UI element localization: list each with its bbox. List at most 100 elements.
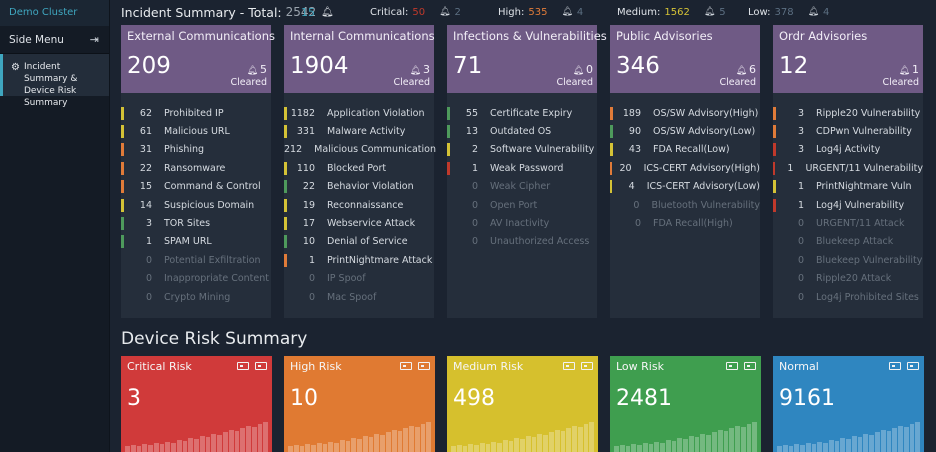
bell-icon[interactable]: 🔔︎ xyxy=(321,6,334,18)
incident-row[interactable]: 20 ICS-CERT Advisory(High) xyxy=(610,159,760,177)
incident-row[interactable]: 55 Certificate Expiry xyxy=(447,104,597,122)
incident-row[interactable]: 1 SPAM URL xyxy=(121,233,271,251)
incident-row[interactable]: 1 URGENT/11 Vulnerability xyxy=(773,159,923,177)
incident-row[interactable]: 10 Denial of Service xyxy=(284,233,434,251)
trend-bar xyxy=(694,437,700,452)
incident-row[interactable]: 17 Webservice Attack xyxy=(284,214,434,232)
cleared-indicator[interactable]: 🔔︎ 3 Cleared xyxy=(393,64,430,88)
risk-card[interactable]: Normal 9161 xyxy=(773,356,924,452)
device-icon[interactable] xyxy=(581,362,593,370)
card-header[interactable]: Public Advisories 346 🔔︎ 6 Cleared xyxy=(610,25,760,93)
device-icon[interactable] xyxy=(563,362,575,370)
incident-row[interactable]: 0 Ripple20 Attack xyxy=(773,270,923,288)
incident-row[interactable]: 0 Weak Cipher xyxy=(447,178,597,196)
severity-critical[interactable]: Critical: 50 🔔︎ 2 xyxy=(370,6,461,18)
severity-high[interactable]: High: 535 🔔︎ 4 xyxy=(498,6,584,18)
incident-row[interactable]: 1 PrintNightmare Vuln xyxy=(773,178,923,196)
incident-row[interactable]: 0 Mac Spoof xyxy=(284,288,434,306)
incident-category-card[interactable]: Infections & Vulnerabilities 71 🔔︎ 0 Cleared… xyxy=(447,25,607,318)
trend-bar xyxy=(194,439,199,452)
device-icon[interactable] xyxy=(726,362,738,370)
incident-row[interactable]: 0 Bluetooth Vulnerability xyxy=(610,196,760,214)
incident-row[interactable]: 0 AV Inactivity xyxy=(447,214,597,232)
incident-row[interactable]: 0 IP Spoof xyxy=(284,270,434,288)
trend-bar xyxy=(386,432,391,452)
cluster-name[interactable]: Demo Cluster xyxy=(0,0,109,26)
cleared-indicator[interactable]: 🔔︎ 6 Cleared xyxy=(719,64,756,88)
device-icon[interactable] xyxy=(889,362,901,370)
cleared-indicator[interactable]: 🔔︎ 0 Cleared xyxy=(556,64,593,88)
card-header[interactable]: External Communications 209 🔔︎ 5 Cleared xyxy=(121,25,275,93)
device-icon[interactable] xyxy=(744,362,756,370)
incident-row[interactable]: 62 Prohibited IP xyxy=(121,104,271,122)
trend-bar xyxy=(508,441,514,452)
incident-row[interactable]: 15 Command & Control xyxy=(121,178,271,196)
incident-row[interactable]: 22 Behavior Violation xyxy=(284,178,434,196)
incident-category-card[interactable]: Ordr Advisories 12 🔔︎ 1 Cleared 3 Ripple20 Vul… xyxy=(773,25,923,318)
incident-row[interactable]: 110 Blocked Port xyxy=(284,159,434,177)
severity-low[interactable]: Low: 378 🔔︎ 4 xyxy=(748,6,830,18)
incident-row[interactable]: 3 TOR Sites xyxy=(121,214,271,232)
device-icon[interactable] xyxy=(418,362,430,370)
severity-medium[interactable]: Medium: 1562 🔔︎ 5 xyxy=(617,6,726,18)
incident-row[interactable]: 0 Inappropriate Content xyxy=(121,270,271,288)
risk-card[interactable]: High Risk 10 xyxy=(284,356,435,452)
incident-row[interactable]: 2 Software Vulnerability xyxy=(447,141,597,159)
incident-count: 0 xyxy=(145,291,152,303)
incident-count: 3 xyxy=(797,107,804,119)
sidebar-item-incident-summary[interactable]: ⚙ Incident Summary & Device Risk Summary xyxy=(0,54,109,108)
incident-category-card[interactable]: External Communications 209 🔔︎ 5 Cleared 62 Pr… xyxy=(121,25,275,318)
risk-label: Normal xyxy=(779,360,819,373)
incident-label: Malware Activity xyxy=(327,126,406,138)
risk-card[interactable]: Critical Risk 3 xyxy=(121,356,272,452)
incident-row[interactable]: 331 Malware Activity xyxy=(284,122,434,140)
incident-row[interactable]: 0 Log4j Prohibited Sites xyxy=(773,288,923,306)
sidebar: Demo Cluster Side Menu ⇥ ⚙ Incident Summ… xyxy=(0,0,110,452)
incident-row[interactable]: 0 Potential Exfiltration xyxy=(121,251,271,269)
card-header[interactable]: Ordr Advisories 12 🔔︎ 1 Cleared xyxy=(773,25,923,93)
incident-row[interactable]: 189 OS/SW Advisory(High) xyxy=(610,104,760,122)
incident-category-card[interactable]: Public Advisories 346 🔔︎ 6 Cleared 189 OS/SW A… xyxy=(610,25,760,318)
incident-count: 61 xyxy=(139,126,152,138)
card-header[interactable]: Internal Communications 1904 🔔︎ 3 Cleared xyxy=(284,25,435,93)
incident-row[interactable]: 43 FDA Recall(Low) xyxy=(610,141,760,159)
incident-row[interactable]: 90 OS/SW Advisory(Low) xyxy=(610,122,760,140)
incident-row[interactable]: 0 Bluekeep Attack xyxy=(773,233,923,251)
side-menu-toggle[interactable]: Side Menu ⇥ xyxy=(0,26,109,54)
risk-card[interactable]: Low Risk 2481 xyxy=(610,356,761,452)
incident-row[interactable]: 1 Weak Password xyxy=(447,159,597,177)
device-icon[interactable] xyxy=(400,362,412,370)
device-icon[interactable] xyxy=(907,362,919,370)
incident-row[interactable]: 0 URGENT/11 Attack xyxy=(773,214,923,232)
incident-row[interactable]: 22 Ransomware xyxy=(121,159,271,177)
incident-row[interactable]: 1 Log4j Vulnerability xyxy=(773,196,923,214)
incident-row[interactable]: 212 Malicious Communication xyxy=(284,141,436,159)
device-icon[interactable] xyxy=(255,362,267,370)
incident-row[interactable]: 14 Suspicious Domain xyxy=(121,196,271,214)
incident-row[interactable]: 3 Ripple20 Vulnerability xyxy=(773,104,923,122)
incident-row[interactable]: 61 Malicious URL xyxy=(121,122,271,140)
incident-row[interactable]: 0 Unauthorized Access xyxy=(447,233,597,251)
trend-bar xyxy=(886,431,892,452)
trend-bar xyxy=(165,442,171,452)
risk-card[interactable]: Medium Risk 498 xyxy=(447,356,598,452)
collapse-arrow-icon[interactable]: ⇥ xyxy=(89,33,99,46)
severity-bar xyxy=(284,198,287,212)
incident-row[interactable]: 1 PrintNightmare Attack xyxy=(284,251,434,269)
incident-row[interactable]: 1182 Application Violation xyxy=(284,104,434,122)
incident-category-card[interactable]: Internal Communications 1904 🔔︎ 3 Cleared 118… xyxy=(284,25,436,318)
incident-row[interactable]: 19 Reconnaissance xyxy=(284,196,434,214)
incident-row[interactable]: 0 Open Port xyxy=(447,196,597,214)
incident-row[interactable]: 0 FDA Recall(High) xyxy=(610,214,760,232)
incident-row[interactable]: 13 Outdated OS xyxy=(447,122,597,140)
cleared-indicator[interactable]: 🔔︎ 5 Cleared xyxy=(230,64,267,88)
device-icon[interactable] xyxy=(237,362,249,370)
incident-row[interactable]: 4 ICS-CERT Advisory(Low) xyxy=(610,178,760,196)
cleared-indicator[interactable]: 🔔︎ 1 Cleared xyxy=(882,64,919,88)
incident-row[interactable]: 0 Bluekeep Vulnerability xyxy=(773,251,923,269)
incident-row[interactable]: 3 CDPwn Vulnerability xyxy=(773,122,923,140)
incident-row[interactable]: 0 Crypto Mining xyxy=(121,288,271,306)
incident-row[interactable]: 31 Phishing xyxy=(121,141,271,159)
incident-row[interactable]: 3 Log4j Activity xyxy=(773,141,923,159)
card-header[interactable]: Infections & Vulnerabilities 71 🔔︎ 0 Cleared xyxy=(447,25,607,93)
